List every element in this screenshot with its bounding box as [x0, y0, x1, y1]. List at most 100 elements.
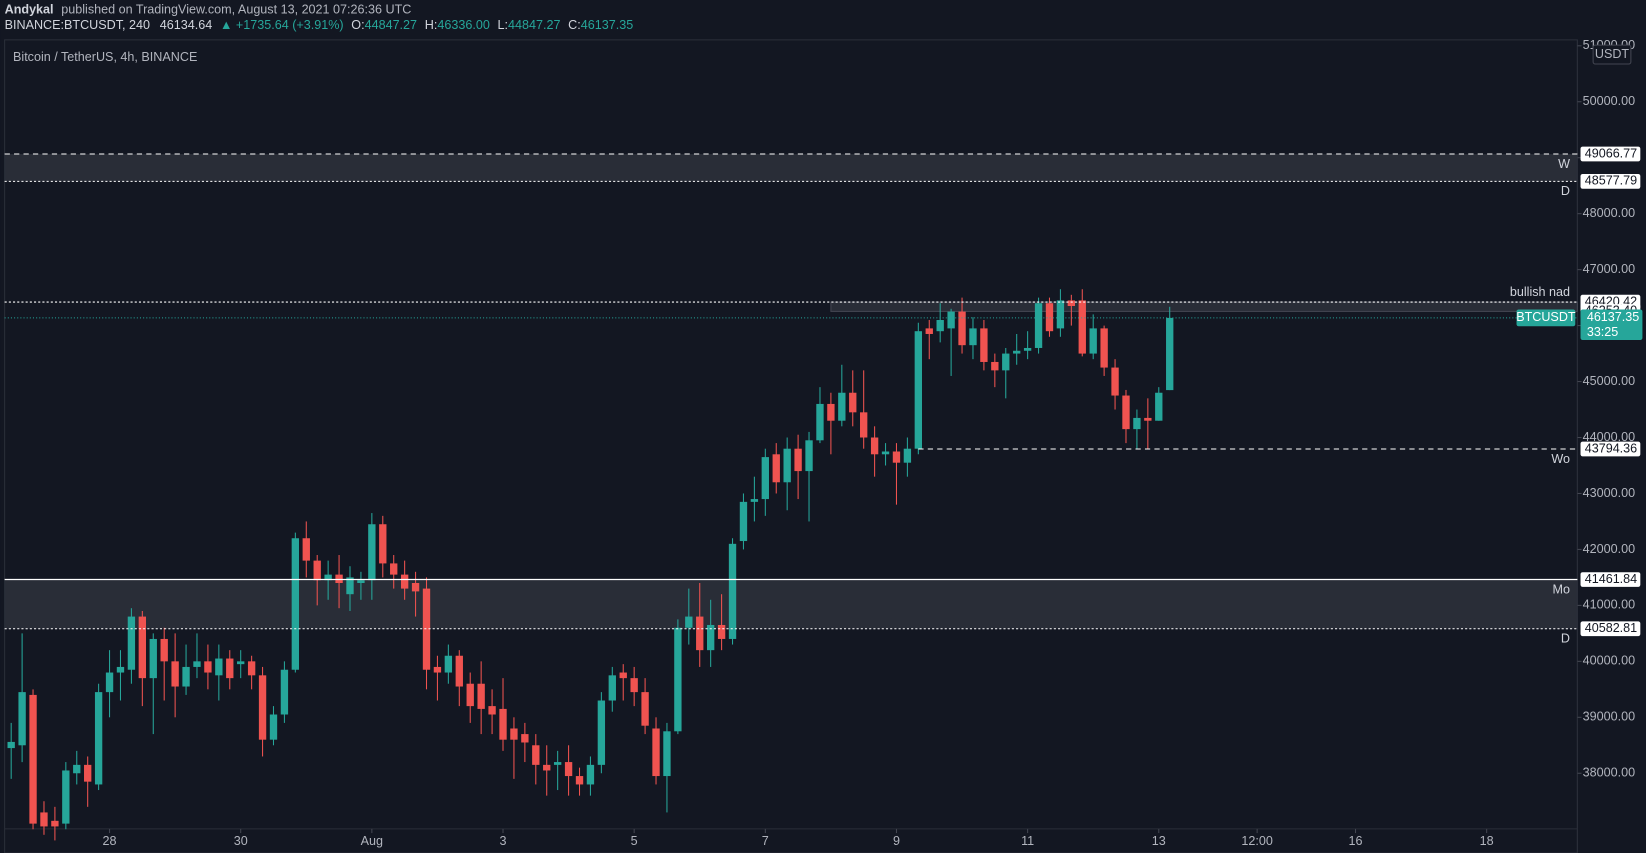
candle-body [477, 683, 485, 709]
candle-body [706, 624, 715, 651]
candle-body [1155, 392, 1163, 421]
x-tick-label: 3 [500, 834, 507, 848]
candle-body [1133, 417, 1141, 430]
level-note: D [1561, 632, 1570, 646]
candle-body [269, 714, 278, 740]
level-tag [1580, 441, 1641, 457]
candle-body [160, 638, 168, 662]
candle-body [1002, 353, 1010, 371]
candle-body [619, 672, 627, 679]
candle-body [794, 448, 802, 472]
candle-body [258, 675, 267, 740]
currency: USDT [1595, 47, 1630, 61]
candle-body [543, 764, 551, 771]
level-label: 48577.79 [1585, 174, 1637, 188]
candle-body [892, 451, 901, 463]
candle-body [94, 692, 103, 785]
symbol: BINANCE:BTCUSDT, 240 [5, 19, 150, 33]
y-tick-label: 44000.00 [1583, 430, 1635, 444]
candle-body [816, 403, 824, 441]
candle-body [936, 319, 944, 332]
candle-body [400, 574, 409, 589]
candle-body [411, 583, 420, 592]
y-tick-label: 50000.00 [1583, 94, 1635, 108]
x-tick-label: 12:00 [1241, 834, 1272, 848]
x-tick-label: 28 [103, 834, 117, 848]
last: 46134.64 [160, 19, 212, 33]
level-note: bullish nad [1510, 285, 1570, 299]
c: 46137.35 [581, 19, 633, 33]
c-label: C: [568, 19, 581, 33]
candle-body [641, 692, 649, 726]
y-tick-label: 45000.00 [1583, 374, 1635, 388]
candle-body [761, 457, 769, 500]
candle-body [226, 658, 234, 679]
y-tick-label: 47000.00 [1583, 262, 1635, 276]
candle-body [138, 616, 147, 679]
candle-body [499, 708, 507, 740]
candle-body [444, 655, 453, 673]
candle-body [586, 764, 595, 785]
candle-body [728, 543, 737, 639]
level-tag [1580, 572, 1641, 587]
y-tick-label: 40000.00 [1583, 654, 1635, 668]
candle-body [324, 574, 332, 581]
candle-body [881, 451, 890, 455]
candle-body [280, 669, 289, 715]
candle-body [553, 762, 562, 765]
x-tick-label: 13 [1152, 834, 1166, 848]
candle-body [127, 616, 136, 670]
header: Andykal published on TradingView.com, Au… [5, 3, 412, 17]
candle-body [1078, 300, 1086, 354]
candle-body [455, 655, 463, 687]
candle-body [575, 776, 584, 785]
level-tag [1580, 173, 1641, 189]
candle-body [958, 311, 966, 346]
candle-body [772, 454, 780, 483]
y-tick-label: 39000.00 [1583, 710, 1635, 724]
candle-body [247, 661, 256, 676]
last-price-tag [1580, 309, 1643, 340]
candle-body [717, 624, 726, 639]
last-price-name-tag [1516, 309, 1576, 327]
candle-body [980, 328, 988, 362]
x-tick-label: 5 [631, 834, 638, 848]
candle-body [870, 437, 879, 455]
countdown: 33:25 [1587, 325, 1618, 339]
candle-body [1100, 328, 1108, 368]
candle-body [925, 328, 933, 334]
candle-body [302, 538, 310, 561]
candle-body [903, 448, 912, 463]
candle-body [849, 392, 857, 413]
candle-body [40, 812, 48, 827]
candle-body [368, 524, 376, 581]
h: 46336.00 [437, 19, 489, 33]
candle-body [674, 627, 682, 732]
level-tag [1580, 146, 1641, 162]
candle-body [62, 770, 70, 824]
candle-body [291, 538, 300, 670]
level-tag [1580, 621, 1641, 637]
candle-body [1034, 303, 1043, 348]
candle-body [1111, 367, 1119, 396]
candle-body [991, 361, 999, 371]
l-label: L: [498, 19, 509, 33]
candle-body [171, 661, 179, 687]
l: 44847.27 [508, 19, 560, 33]
layer: 38000.00 39000.00 40000.00 41000.00 42000.00… [4, 38, 1643, 848]
candle-body [914, 331, 922, 449]
candle-body [608, 675, 616, 701]
candle-body [630, 678, 638, 693]
candle-body [1023, 347, 1032, 351]
candle-body [73, 764, 81, 774]
zone [830, 301, 1578, 312]
x-tick-label: 30 [234, 834, 248, 848]
candle-body [379, 524, 387, 564]
x-tick-label: 7 [762, 834, 769, 848]
y-tick-label: 41000.00 [1583, 598, 1635, 612]
last-price-label: 46137.35 [1587, 310, 1639, 324]
last-price-name: BTCUSDT [1516, 310, 1576, 324]
candle-body [488, 706, 496, 715]
x-tick-label: 11 [1021, 834, 1034, 848]
y-tick-label: 42000.00 [1583, 542, 1635, 556]
